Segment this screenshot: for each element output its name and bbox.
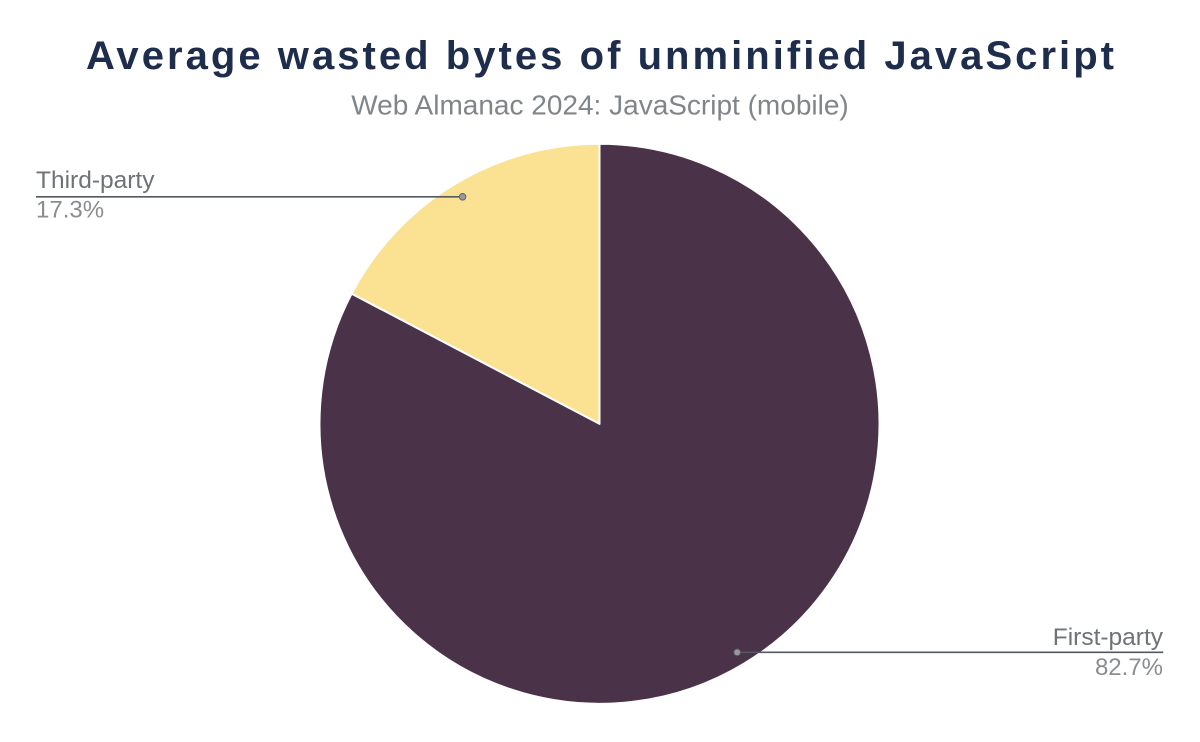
svg-text:First-party: First-party — [1053, 624, 1164, 651]
svg-text:17.3%: 17.3% — [36, 197, 104, 224]
svg-text:Third-party: Third-party — [36, 167, 155, 194]
svg-text:Web Almanac 2024: JavaScript (: Web Almanac 2024: JavaScript (mobile) — [351, 90, 849, 121]
svg-text:Average wasted bytes of unmini: Average wasted bytes of unminified JavaS… — [86, 34, 1114, 78]
svg-text:82.7%: 82.7% — [1095, 654, 1163, 681]
